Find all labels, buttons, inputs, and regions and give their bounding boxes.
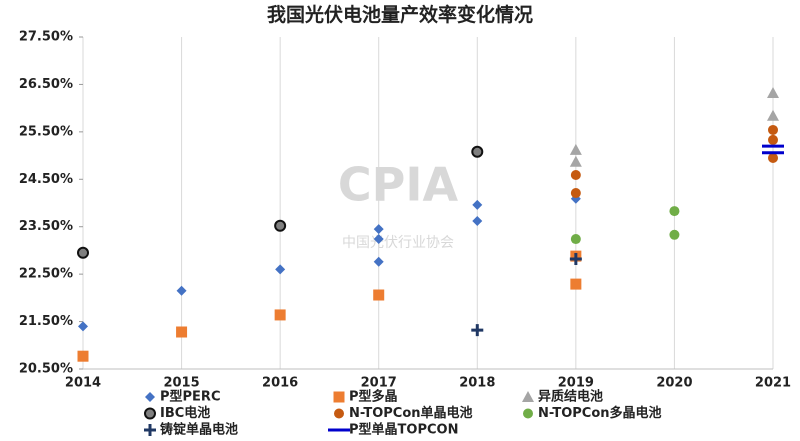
point [570, 188, 581, 199]
y-tick-label: 20.50% [19, 362, 73, 377]
point [176, 285, 187, 296]
legend-label: P型多晶 [349, 389, 398, 405]
point [472, 216, 483, 227]
legend-label: N-TOPCon多晶电池 [538, 405, 662, 421]
point [471, 324, 484, 337]
point [373, 224, 384, 235]
x-tick-label: 2016 [262, 376, 298, 391]
point [570, 170, 581, 181]
point [274, 219, 287, 232]
legend-marker [145, 392, 155, 402]
point [669, 229, 680, 240]
x-tick-label: 2015 [163, 376, 199, 391]
y-tick-label: 23.50% [19, 219, 73, 234]
legend-marker [144, 424, 156, 436]
point [472, 199, 483, 210]
point [77, 350, 89, 362]
legend-label: 异质结电池 [538, 389, 603, 405]
legend-label: N-TOPCon单晶电池 [349, 405, 473, 421]
point [77, 246, 89, 259]
point [373, 234, 384, 245]
legend-label: IBC电池 [160, 405, 210, 421]
chart-title: 我国光伏电池量产效率变化情况 [267, 3, 533, 26]
y-tick-label: 22.50% [19, 267, 73, 282]
point [176, 326, 188, 338]
point [373, 289, 385, 301]
point [570, 234, 581, 245]
legend-label: P型单晶TOPCON [349, 422, 458, 438]
point [767, 109, 779, 121]
point [768, 152, 778, 163]
watermark: CPIA [338, 158, 459, 212]
y-tick-label: 27.50% [19, 30, 73, 45]
point [768, 134, 778, 145]
point [570, 278, 582, 290]
point [767, 86, 779, 98]
x-tick-label: 2018 [459, 376, 495, 391]
y-tick-label: 26.50% [19, 77, 73, 92]
watermark-subtitle: 中国光伏行业协会 [342, 235, 454, 251]
legend-marker [522, 391, 534, 402]
point [78, 321, 88, 332]
point [373, 256, 384, 267]
y-tick-label: 21.50% [19, 314, 73, 329]
point [569, 143, 582, 155]
x-tick-label: 2020 [656, 376, 692, 391]
point [274, 309, 286, 321]
point [669, 206, 680, 217]
x-tick-label: 2021 [755, 376, 791, 391]
x-tick-label: 2019 [558, 376, 594, 391]
legend-label: 铸锭单晶电池 [160, 422, 238, 438]
y-tick-label: 25.50% [19, 124, 73, 139]
point [569, 252, 582, 265]
x-tick-label: 2014 [65, 376, 101, 391]
legend-marker [334, 408, 344, 419]
legend-marker [333, 391, 345, 403]
point [471, 145, 484, 158]
point [569, 155, 582, 167]
point [275, 264, 286, 275]
x-tick-label: 2017 [361, 376, 397, 391]
legend-marker [144, 407, 156, 420]
legend-marker [523, 408, 533, 419]
legend-label: P型PERC [160, 389, 221, 405]
point [768, 124, 778, 135]
y-tick-label: 24.50% [19, 172, 73, 187]
